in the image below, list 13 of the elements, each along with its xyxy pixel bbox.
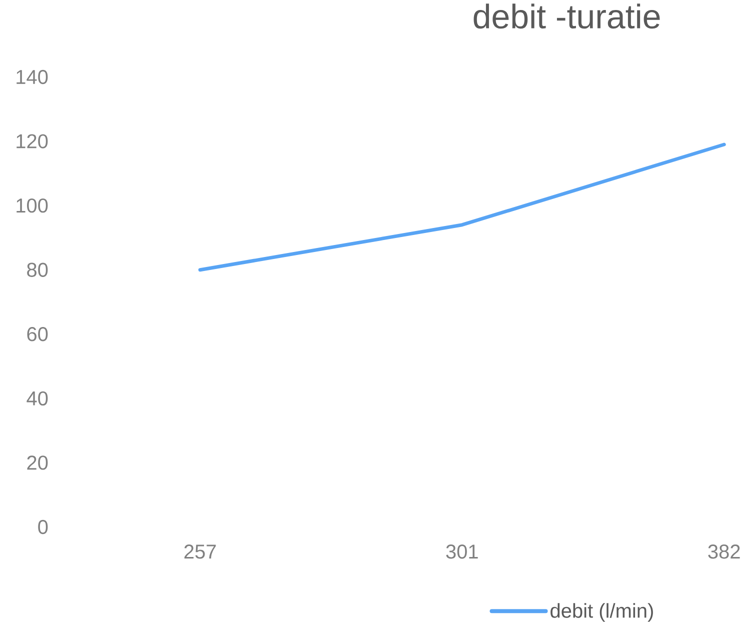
y-tick-label: 20 bbox=[27, 456, 48, 470]
y-tick-label: 0 bbox=[38, 520, 48, 534]
y-tick-label: 40 bbox=[26, 391, 48, 406]
y-tick-label: 120 bbox=[16, 134, 48, 148]
y-tick-label: 80 bbox=[27, 262, 48, 277]
y-tick-label: 100 bbox=[16, 198, 48, 213]
x-tick-label: 301 bbox=[446, 544, 478, 559]
chart-title: debit -turatie bbox=[474, 4, 660, 29]
x-tick-label: 382 bbox=[708, 544, 740, 559]
y-tick-label: 140 bbox=[16, 70, 48, 84]
legend-label: debit (l/min) bbox=[550, 603, 653, 622]
y-tick-label: 60 bbox=[27, 327, 48, 342]
x-tick-label: 257 bbox=[184, 544, 216, 559]
